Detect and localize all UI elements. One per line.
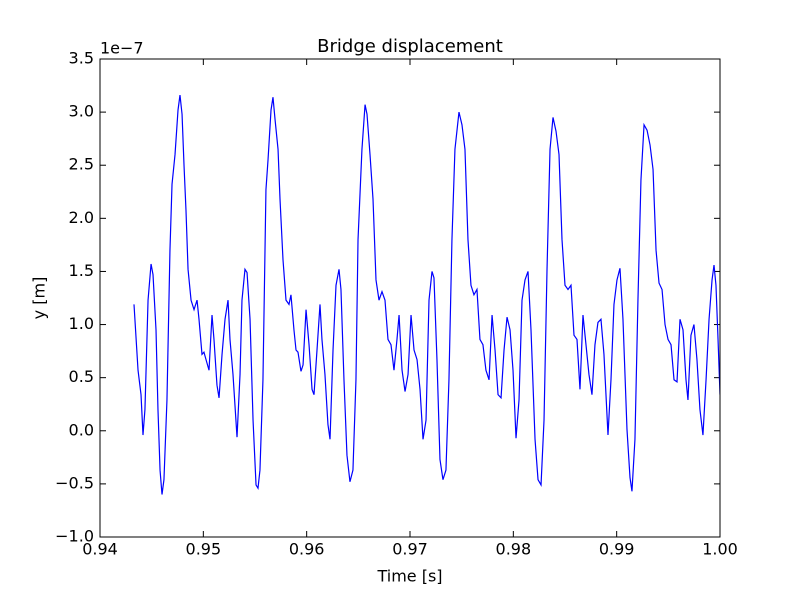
y-tick-label: 2.5 — [69, 155, 94, 174]
plot-frame — [99, 58, 721, 538]
x-tick-label: 0.99 — [599, 540, 635, 559]
y-tick-label: 3.0 — [69, 102, 94, 121]
y-tick-label: −1.0 — [55, 527, 94, 546]
x-tick-label: 0.96 — [289, 540, 325, 559]
data-line — [133, 95, 720, 495]
y-tick-label: 0.5 — [69, 367, 94, 386]
y-tick-label: 2.0 — [69, 208, 94, 227]
x-tick-label: 0.95 — [186, 540, 222, 559]
y-tick-label: 0.0 — [69, 420, 94, 439]
y-tick-label: 1.0 — [69, 314, 94, 333]
y-axis-label: y [m] — [30, 277, 49, 320]
y-tick-label: −0.5 — [55, 473, 94, 492]
y-tick-label: 1.5 — [69, 261, 94, 280]
x-axis-label: Time [s] — [376, 567, 442, 586]
chart-title: Bridge displacement — [317, 36, 503, 57]
y-offset-label: 1e−7 — [100, 39, 144, 58]
x-tick-label: 0.97 — [392, 540, 428, 559]
x-tick-label: 1.00 — [702, 540, 738, 559]
x-tick-label: 0.94 — [82, 540, 118, 559]
x-tick-label: 0.98 — [496, 540, 532, 559]
y-tick-label: 3.5 — [69, 49, 94, 68]
